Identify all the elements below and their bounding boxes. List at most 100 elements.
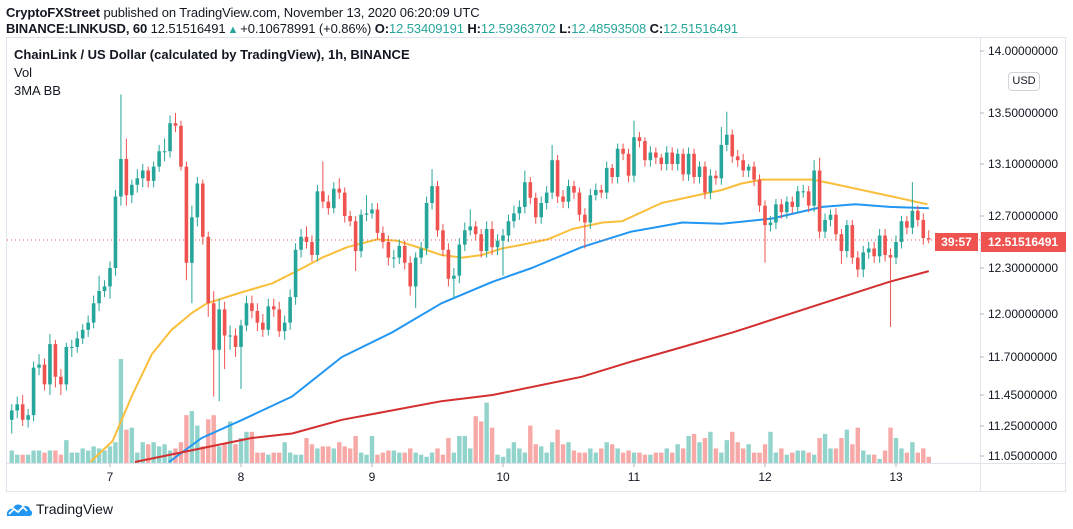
candle-body [413, 257, 418, 287]
time-axis-divider [6, 463, 1066, 464]
volume-bar [648, 454, 653, 463]
volume-bar [495, 454, 500, 463]
volume-bar [255, 452, 260, 463]
candle [342, 187, 347, 223]
candle-body [217, 309, 221, 350]
date-tick-label: 8 [237, 470, 245, 484]
publisher-name[interactable]: CryptoFXStreet [6, 5, 100, 20]
candle [255, 303, 260, 332]
candle [233, 328, 238, 357]
candle-body [916, 210, 920, 220]
candle-body [331, 188, 336, 209]
candle-body [157, 151, 161, 167]
candle [37, 354, 41, 376]
candle [506, 214, 511, 242]
volume-bar [724, 440, 729, 463]
volume-bar [315, 448, 320, 463]
candle [173, 113, 178, 133]
volume-bar [358, 452, 364, 463]
volume-bar [408, 448, 413, 463]
chart-frame [6, 37, 1066, 492]
candle-body [812, 170, 816, 206]
candle [266, 298, 271, 336]
legend-indicator[interactable]: 3MA BB [14, 83, 61, 98]
candle [206, 231, 211, 317]
candle-body [452, 275, 456, 279]
volume-bar [20, 454, 25, 463]
volume-bar [309, 444, 315, 463]
candle-body [774, 204, 778, 223]
candle-body [637, 137, 642, 142]
candle-body [233, 335, 238, 347]
candle [583, 208, 587, 249]
candle-body [299, 236, 303, 250]
candle [42, 358, 47, 391]
volume-bar [893, 438, 899, 463]
candle-body [359, 214, 363, 252]
candle [572, 180, 576, 200]
candle-body [151, 166, 156, 181]
volume-bar [364, 454, 369, 463]
candle-body [91, 303, 96, 323]
candle-body [533, 197, 538, 218]
candle [561, 190, 565, 209]
volume-bar [500, 456, 506, 463]
volume-bar [424, 456, 429, 463]
volume-bar [282, 442, 287, 463]
candle [211, 291, 216, 397]
candle [637, 132, 642, 148]
legend-title[interactable]: ChainLink / US Dollar (calculated by Tra… [14, 47, 410, 62]
candle-body [664, 152, 669, 164]
candle [69, 339, 74, 357]
candle [566, 179, 571, 209]
volume-bar [151, 442, 156, 463]
volume-bar [839, 438, 844, 463]
candle [512, 205, 516, 228]
candle-body [266, 306, 271, 330]
candle [615, 143, 620, 184]
candle [53, 339, 58, 388]
candle-body [730, 134, 735, 157]
date-tick-label: 9 [368, 470, 376, 484]
candle-body [277, 309, 282, 332]
volume-bar [320, 446, 326, 463]
volume-bar [626, 450, 631, 463]
candle-body [866, 248, 871, 253]
volume-bar [915, 452, 921, 463]
candle-body [173, 123, 178, 126]
volume-bar [511, 442, 517, 463]
legend-volume[interactable]: Vol [14, 65, 33, 80]
candle [304, 226, 309, 249]
volume-bar [730, 431, 735, 463]
candle [430, 169, 434, 210]
volume-bar [429, 452, 435, 463]
candle-body [539, 203, 544, 218]
candle-body [26, 415, 30, 420]
candle [413, 252, 418, 308]
candle [866, 242, 871, 259]
volume-bar [484, 402, 489, 463]
volume-bar [260, 452, 266, 463]
volume-bar [871, 454, 877, 463]
candle-body [883, 235, 887, 255]
volume-bar [560, 444, 566, 463]
volume-bar [577, 452, 582, 463]
candle-body [130, 184, 134, 196]
candle [697, 161, 702, 184]
volume-bar [69, 452, 74, 463]
candle [321, 161, 325, 209]
candle-body [621, 148, 625, 154]
currency-button[interactable]: USD [1008, 72, 1040, 91]
candle [370, 203, 374, 219]
candle-body [364, 213, 369, 215]
candle-body [692, 153, 696, 177]
volume-bar [271, 452, 276, 463]
low-label: L: [559, 21, 572, 36]
candle [452, 268, 456, 299]
volume-bar [762, 444, 768, 463]
volume-bar [828, 448, 833, 463]
footer-brand[interactable]: TradingView [6, 501, 113, 517]
volume-bar [708, 431, 713, 463]
candle [271, 298, 276, 317]
